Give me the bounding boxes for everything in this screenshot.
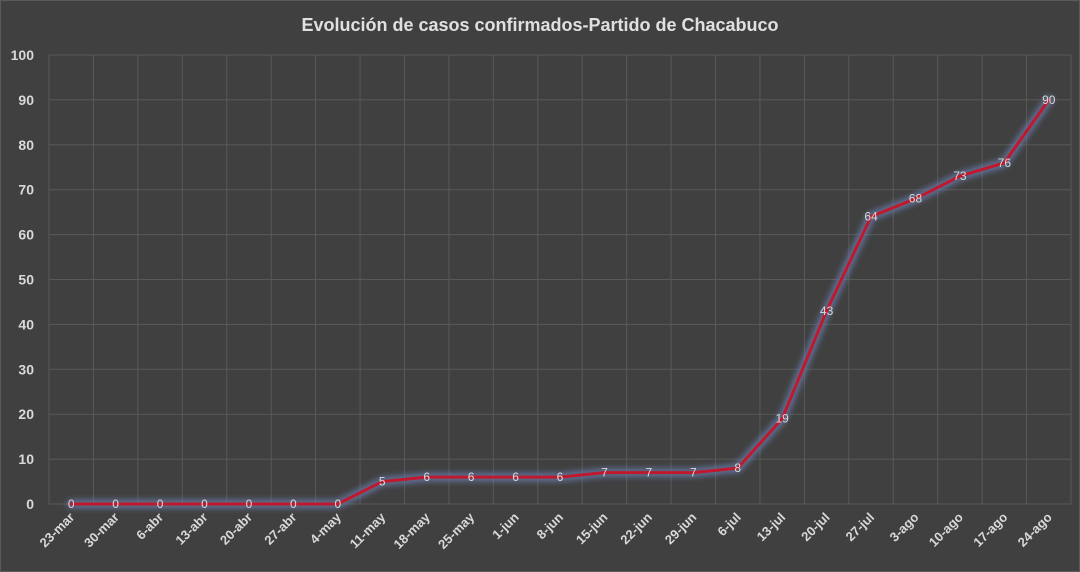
y-tick-label: 0 xyxy=(26,496,34,512)
data-label: 43 xyxy=(820,304,834,318)
data-label: 0 xyxy=(112,497,119,511)
x-axis-ticks: 23-mar 30-mar 6-abr 13-abr 20-abr 27-abr 4-may… xyxy=(37,509,1055,552)
series-line xyxy=(66,95,1054,509)
data-label: 7 xyxy=(646,466,653,480)
x-tick-label: 20-jul xyxy=(798,510,833,545)
y-tick-label: 100 xyxy=(11,47,35,63)
y-tick-label: 40 xyxy=(18,316,34,332)
data-label: 76 xyxy=(998,156,1012,170)
x-tick-label: 27-abr xyxy=(261,510,299,548)
x-tick-label: 3-ago xyxy=(886,509,921,544)
data-point xyxy=(1047,98,1051,102)
data-label: 0 xyxy=(246,497,253,511)
data-point xyxy=(736,466,740,470)
data-point xyxy=(380,480,384,484)
x-tick-label: 22-jun xyxy=(617,509,655,547)
y-tick-label: 60 xyxy=(18,227,34,243)
grid xyxy=(48,54,1072,505)
y-tick-label: 90 xyxy=(18,92,34,108)
data-point xyxy=(291,502,295,506)
data-label: 7 xyxy=(690,466,697,480)
x-tick-label: 27-jul xyxy=(843,510,878,545)
data-label: 6 xyxy=(557,470,564,484)
y-tick-label: 10 xyxy=(18,451,34,467)
data-label: 90 xyxy=(1042,93,1056,107)
x-tick-label: 6-abr xyxy=(133,510,166,543)
data-point xyxy=(1002,161,1006,165)
data-point xyxy=(425,475,429,479)
chart-title: Evolución de casos confirmados-Partido d… xyxy=(301,15,778,35)
data-point xyxy=(958,174,962,178)
data-point xyxy=(913,197,917,201)
x-tick-label: 4-may xyxy=(307,509,345,547)
data-label: 0 xyxy=(68,497,75,511)
series-glow xyxy=(66,95,1054,509)
data-point xyxy=(469,475,473,479)
data-label: 6 xyxy=(512,470,519,484)
data-point xyxy=(514,475,518,479)
data-label: 8 xyxy=(734,461,741,475)
data-label: 5 xyxy=(379,475,386,489)
x-tick-label: 13-jul xyxy=(754,510,789,545)
x-tick-label: 30-mar xyxy=(81,510,122,551)
data-point xyxy=(691,471,695,475)
x-tick-label: 29-jun xyxy=(662,509,700,547)
data-labels: 0 0 0 0 0 0 0 5 6 6 6 6 7 7 7 8 19 43 64 68 73 76 90 xyxy=(68,93,1056,511)
data-point xyxy=(602,471,606,475)
x-tick-label: 15-jun xyxy=(573,509,611,547)
x-tick-label: 25-may xyxy=(435,509,478,552)
data-label: 6 xyxy=(423,470,430,484)
data-label: 6 xyxy=(468,470,475,484)
x-tick-label: 20-abr xyxy=(217,510,255,548)
data-point xyxy=(647,471,651,475)
data-point xyxy=(247,502,251,506)
x-tick-label: 6-jul xyxy=(714,510,744,540)
y-tick-label: 20 xyxy=(18,406,34,422)
x-tick-label: 18-may xyxy=(391,509,434,552)
x-tick-label: 13-abr xyxy=(172,510,210,548)
y-tick-label: 80 xyxy=(18,137,34,153)
x-tick-label: 17-ago xyxy=(970,509,1010,549)
data-point xyxy=(825,309,829,313)
data-point xyxy=(114,502,118,506)
data-point xyxy=(336,502,340,506)
data-label: 0 xyxy=(290,497,297,511)
x-tick-label: 23-mar xyxy=(37,510,78,551)
data-label: 0 xyxy=(334,497,341,511)
series-line xyxy=(69,98,1051,506)
x-tick-label: 10-ago xyxy=(926,509,966,549)
data-point xyxy=(69,502,73,506)
data-label: 7 xyxy=(601,466,608,480)
data-point xyxy=(780,417,784,421)
data-point xyxy=(558,475,562,479)
data-label: 64 xyxy=(864,210,878,224)
x-tick-label: 11-may xyxy=(347,509,389,551)
data-point xyxy=(203,502,207,506)
data-label: 0 xyxy=(157,497,164,511)
data-label: 73 xyxy=(953,169,967,183)
y-tick-label: 50 xyxy=(18,272,34,288)
y-axis-ticks: 0 10 20 30 40 50 60 70 80 90 100 xyxy=(11,47,35,512)
data-point xyxy=(869,215,873,219)
x-tick-label: 24-ago xyxy=(1015,509,1055,549)
x-tick-label: 8-jun xyxy=(534,509,567,542)
data-point xyxy=(158,502,162,506)
data-label: 68 xyxy=(909,192,923,206)
x-tick-label: 1-jun xyxy=(489,509,522,542)
data-label: 19 xyxy=(775,412,789,426)
y-tick-label: 70 xyxy=(18,182,34,198)
y-tick-label: 30 xyxy=(18,361,34,377)
data-label: 0 xyxy=(201,497,208,511)
